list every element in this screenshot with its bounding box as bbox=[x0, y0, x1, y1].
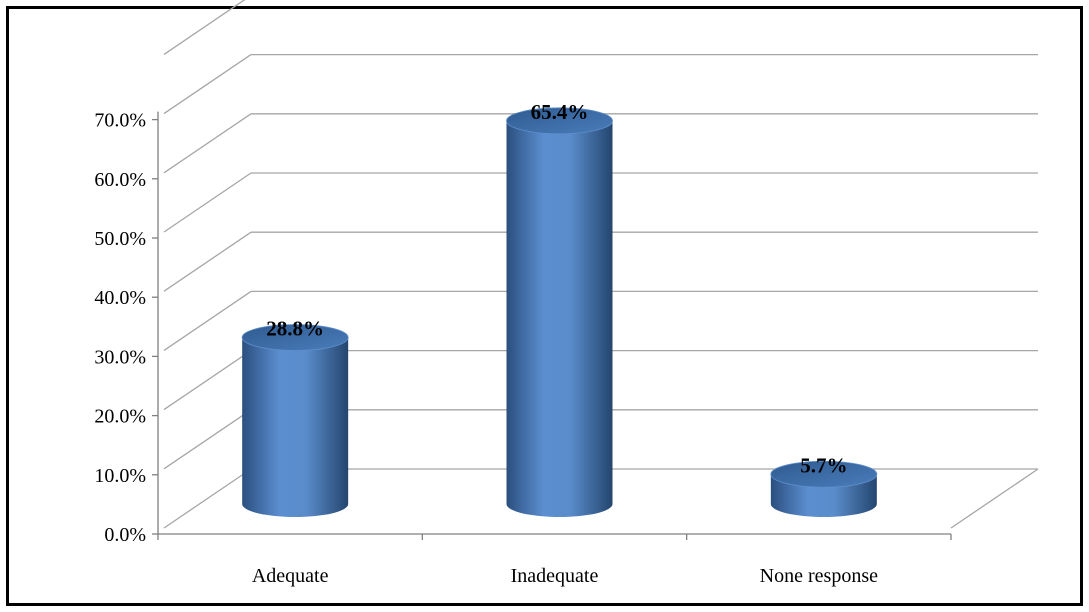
floor-left-edge bbox=[163, 468, 252, 529]
bar-body bbox=[506, 120, 613, 518]
y-tick-label: 20.0% bbox=[94, 406, 146, 428]
gridline-side bbox=[163, 54, 252, 115]
y-tick-label: 30.0% bbox=[94, 346, 146, 368]
y-tick-label: 40.0% bbox=[94, 287, 146, 309]
category-label: None response bbox=[760, 565, 878, 587]
bar-top bbox=[770, 460, 878, 488]
label-layer: 0.0% 10.0% 20.0% 30.0% 40.0% 50.0% 60.0% 70.0% 2… bbox=[94, 100, 878, 587]
data-label: 5.7% bbox=[800, 453, 847, 477]
grid-layer bbox=[163, 0, 1039, 529]
gridline-side bbox=[163, 409, 252, 470]
axis-layer bbox=[152, 111, 952, 540]
y-tick-label: 60.0% bbox=[94, 169, 146, 191]
bar-inadequate bbox=[506, 107, 613, 518]
gridline-side bbox=[163, 172, 252, 233]
bar-body bbox=[242, 337, 349, 518]
gridline-side bbox=[163, 231, 252, 292]
gridline-side bbox=[163, 290, 252, 351]
gridline-side bbox=[163, 0, 246, 55]
bar-top bbox=[241, 324, 349, 351]
floor-right-edge bbox=[950, 468, 1039, 529]
data-label: 65.4% bbox=[531, 100, 589, 124]
bar-none-response bbox=[770, 460, 878, 518]
bar-top bbox=[506, 107, 613, 135]
data-label: 28.8% bbox=[266, 317, 324, 341]
category-label: Inadequate bbox=[511, 565, 599, 587]
gridline-side bbox=[163, 350, 252, 411]
bar-adequate bbox=[241, 324, 349, 518]
y-tick-label: 10.0% bbox=[94, 465, 146, 487]
y-tick-label: 0.0% bbox=[104, 524, 146, 546]
bar-layer bbox=[241, 107, 878, 518]
y-tick-label: 70.0% bbox=[94, 110, 146, 132]
category-label: Adequate bbox=[252, 565, 329, 587]
gridline-side bbox=[163, 113, 252, 174]
y-tick-label: 50.0% bbox=[94, 228, 146, 250]
